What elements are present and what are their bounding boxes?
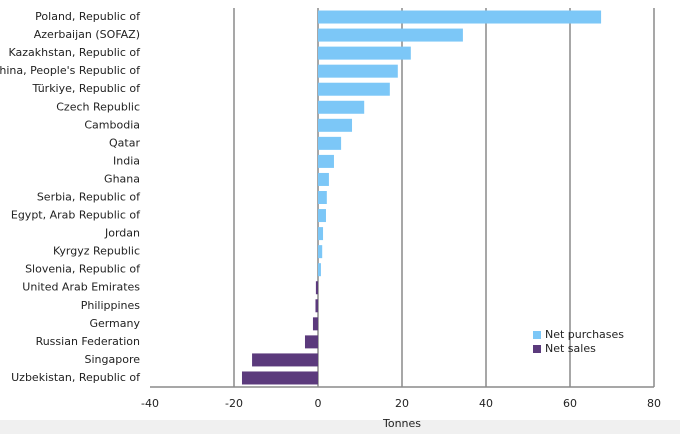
bar [318, 82, 390, 96]
x-tick-label: -20 [225, 397, 243, 410]
y-tick-label: Cambodia [84, 118, 140, 131]
x-tick-label: 0 [315, 397, 322, 410]
legend-swatch [533, 331, 541, 339]
bar [318, 263, 321, 277]
y-tick-label: Poland, Republic of [35, 10, 141, 23]
y-tick-label: Slovenia, Republic of [25, 263, 141, 276]
x-axis-label: Tonnes [382, 417, 421, 430]
y-tick-label: Singapore [85, 353, 141, 366]
bar [318, 10, 602, 24]
legend-label: Net sales [545, 342, 596, 355]
y-tick-label: Türkiye, Republic of [31, 82, 141, 95]
y-tick-label: India [113, 154, 140, 167]
bar [318, 100, 365, 114]
bar [312, 317, 318, 331]
x-tick-label: -40 [141, 397, 159, 410]
y-tick-label: Serbia, Republic of [37, 191, 141, 204]
legend-swatch [533, 345, 541, 353]
bar [318, 136, 342, 150]
x-tick-label: 80 [647, 397, 661, 410]
x-tick-label: 20 [395, 397, 409, 410]
bar [318, 64, 398, 78]
y-tick-label: China, People's Republic of [0, 64, 141, 77]
bar [315, 281, 318, 295]
x-tick-label: 40 [479, 397, 493, 410]
x-tick-label: 60 [563, 397, 577, 410]
bar [318, 227, 324, 241]
y-tick-label: Egypt, Arab Republic of [11, 209, 141, 222]
y-tick-label: Czech Republic [56, 100, 140, 113]
y-tick-label: Germany [89, 317, 140, 330]
bar [318, 209, 326, 223]
y-tick-label: Qatar [109, 136, 140, 149]
y-tick-label: Philippines [81, 299, 141, 312]
bar [318, 191, 327, 204]
bar [318, 154, 334, 168]
bar [318, 172, 329, 186]
bar [252, 353, 318, 367]
y-tick-label: Azerbaijan (SOFAZ) [34, 28, 140, 41]
bar [318, 46, 411, 60]
y-tick-label: Kyrgyz Republic [53, 245, 140, 258]
y-tick-label: Uzbekistan, Republic of [11, 371, 141, 384]
bar [318, 28, 463, 42]
bar [315, 299, 318, 313]
y-tick-label: Ghana [104, 172, 140, 185]
y-tick-label: United Arab Emirates [22, 281, 140, 294]
footer-strip [0, 420, 680, 434]
bar [304, 335, 318, 349]
y-tick-label: Russian Federation [36, 335, 140, 348]
y-tick-label: Jordan [104, 227, 140, 240]
bar [318, 118, 353, 132]
legend-label: Net purchases [545, 328, 624, 341]
y-tick-label: Kazakhstan, Republic of [9, 46, 142, 59]
bar [241, 371, 318, 385]
bar [318, 245, 323, 259]
